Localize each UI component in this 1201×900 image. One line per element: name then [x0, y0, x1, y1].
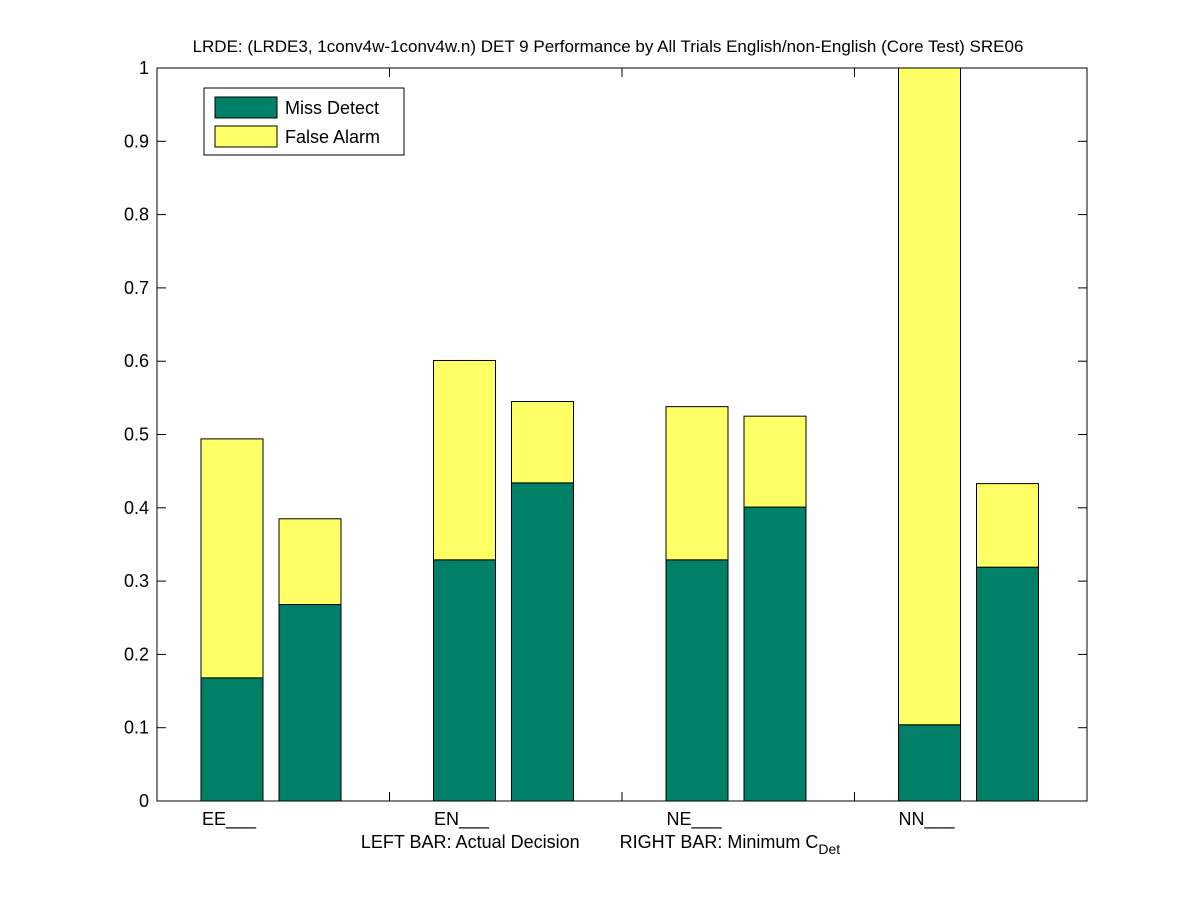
y-tick-label: 0.4 [124, 498, 149, 518]
y-tick-label: 0.6 [124, 351, 149, 371]
y-tick-label: 0 [139, 791, 149, 811]
x-label-right-text: RIGHT BAR: Minimum C [619, 832, 819, 852]
legend-swatch [214, 96, 278, 119]
bar-miss-detect-minimum [511, 482, 574, 802]
x-label-right: RIGHT BAR: Minimum CDet [619, 832, 840, 857]
bar-false-alarm-minimum [278, 518, 342, 606]
x-label-right-subscript: Det [818, 841, 841, 857]
y-tick-label: 0.8 [124, 205, 149, 225]
x-axis-label: LEFT BAR: Actual Decision RIGHT BAR: Min… [0, 832, 1201, 857]
legend-label: Miss Detect [285, 98, 379, 118]
bar-false-alarm-actual [433, 359, 496, 561]
bar-miss-detect-actual [433, 559, 496, 802]
y-tick-label: 1 [139, 58, 149, 78]
y-tick-label: 0.2 [124, 644, 149, 664]
y-tick-label: 0.3 [124, 571, 149, 591]
bar-false-alarm-actual [898, 67, 961, 726]
x-tick-label: EE___ [202, 809, 257, 830]
bar-miss-detect-minimum [743, 506, 807, 802]
bar-false-alarm-minimum [743, 415, 807, 508]
x-label-left: LEFT BAR: Actual Decision [360, 832, 580, 852]
bar-false-alarm-actual [200, 438, 264, 679]
bar-miss-detect-minimum [278, 604, 342, 802]
chart-title: LRDE: (LRDE3, 1conv4w-1conv4w.n) DET 9 P… [193, 37, 1024, 56]
bars [200, 67, 1039, 802]
y-tick-label: 0.1 [124, 718, 149, 738]
y-tick-label: 0.5 [124, 425, 149, 445]
x-tick-label: NN___ [898, 809, 955, 830]
legend-swatch [214, 125, 278, 148]
axes: 0 0.1 0.2 0.3 0.4 0.5 0.6 0.7 0.8 0.9 1 EE___ EN___ N… [124, 58, 1088, 830]
bar-miss-detect-actual [200, 677, 264, 802]
bar-miss-detect-actual [665, 559, 729, 802]
y-tick-label: 0.7 [124, 278, 149, 298]
y-tick-label: 0.9 [124, 131, 149, 151]
x-tick-label: NE___ [666, 809, 722, 830]
x-tick-label: EN___ [434, 809, 490, 830]
legend: Miss Detect False Alarm [203, 87, 405, 156]
bar-false-alarm-actual [665, 406, 729, 561]
bar-miss-detect-minimum [976, 566, 1039, 802]
bar-false-alarm-minimum [976, 483, 1039, 568]
legend-label: False Alarm [285, 127, 380, 147]
bar-false-alarm-minimum [511, 401, 574, 484]
bar-miss-detect-actual [898, 724, 961, 802]
